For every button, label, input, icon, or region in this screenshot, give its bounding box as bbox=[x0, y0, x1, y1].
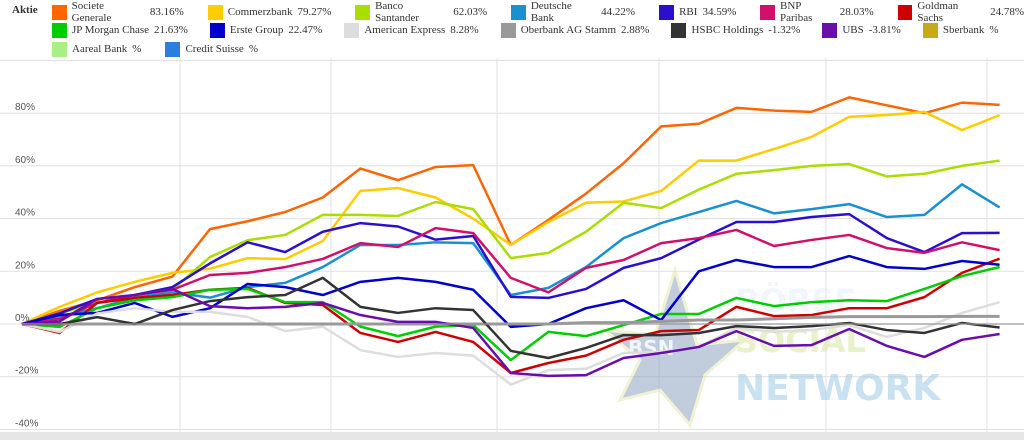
series-erste-group bbox=[21, 254, 1000, 329]
legend-label: Oberbank AG Stamm bbox=[520, 24, 617, 36]
legend-row: JP Morgan Chase 21.63% Erste Group 22.47% Am… bbox=[52, 22, 999, 38]
y-tick-label: 40% bbox=[15, 208, 35, 219]
legend-label: RBI bbox=[679, 6, 698, 18]
legend-swatch bbox=[52, 41, 67, 57]
legend-value: 8.28% bbox=[450, 24, 479, 36]
legend-swatch bbox=[659, 4, 675, 20]
legend-value: 44.22% bbox=[601, 6, 636, 18]
series-bnp-paribas bbox=[21, 226, 1000, 326]
legend-item[interactable]: BNP Paribas 28.03% bbox=[760, 0, 874, 24]
legend-value: 21.63% bbox=[154, 24, 188, 36]
legend-swatch bbox=[209, 22, 225, 38]
legend-label: HSBC Holdings bbox=[691, 24, 764, 36]
legend-swatch bbox=[822, 22, 838, 38]
legend-item[interactable]: Deutsche Bank 44.22% bbox=[511, 0, 636, 24]
y-tick-label: 20% bbox=[15, 260, 35, 271]
legend-value: 34.59% bbox=[702, 6, 737, 18]
legend-item[interactable]: Societe Generale 83.16% bbox=[52, 0, 184, 24]
legend-label: BNP Paribas bbox=[780, 0, 813, 24]
legend-label: American Express bbox=[364, 24, 446, 36]
legend-swatch bbox=[52, 4, 67, 20]
legend-swatch bbox=[671, 22, 687, 38]
legend-value: 79.27% bbox=[297, 6, 332, 18]
legend-value: 24.78% bbox=[990, 6, 1024, 18]
legend-item[interactable]: Oberbank AG Stamm 2.88% bbox=[500, 22, 650, 38]
watermark-line3: NETWORK bbox=[735, 368, 941, 409]
legend-item[interactable]: RBI 34.59% bbox=[659, 4, 736, 20]
legend-item[interactable]: Aareal Bank% bbox=[52, 41, 141, 57]
legend-item[interactable]: Banco Santander 62.03% bbox=[355, 0, 488, 24]
legend-row: Aareal Bank% Credit Suisse% bbox=[52, 41, 258, 57]
legend-swatch bbox=[760, 4, 775, 20]
legend-value: % bbox=[248, 43, 258, 55]
scrollbar[interactable] bbox=[0, 432, 1024, 440]
series-lines bbox=[21, 96, 1024, 386]
legend-item[interactable]: Goldman Sachs 24.78% bbox=[897, 0, 1024, 24]
legend-item[interactable]: UBS -3.81% bbox=[822, 22, 901, 38]
legend-value: 83.16% bbox=[149, 6, 184, 18]
legend-label: Deutsche Bank bbox=[530, 0, 572, 24]
legend-label: Credit Suisse bbox=[185, 43, 244, 55]
legend-label: Goldman Sachs bbox=[917, 0, 959, 24]
legend-item[interactable]: JP Morgan Chase 21.63% bbox=[52, 22, 188, 38]
legend-value: -3.81% bbox=[868, 24, 901, 36]
y-tick-label: -40% bbox=[15, 418, 38, 429]
star-icon bbox=[600, 264, 750, 429]
legend-label: JP Morgan Chase bbox=[72, 24, 149, 36]
series-ubs bbox=[21, 287, 1000, 378]
legend-row: Societe Generale 83.16% Commerzbank 79.27% B… bbox=[52, 0, 1024, 24]
y-tick-label: 80% bbox=[15, 102, 35, 113]
legend-swatch bbox=[355, 4, 371, 20]
legend-swatch bbox=[922, 22, 938, 38]
legend-title: Aktie bbox=[12, 4, 38, 16]
legend-swatch bbox=[344, 22, 360, 38]
legend-value: % bbox=[132, 43, 142, 55]
legend-swatch bbox=[511, 4, 526, 20]
legend-value: % bbox=[989, 24, 999, 36]
series-commerzbank bbox=[21, 110, 1001, 326]
legend-value: -1.32% bbox=[768, 24, 801, 36]
legend-item[interactable]: American Express 8.28% bbox=[344, 22, 479, 38]
legend-value: 2.88% bbox=[621, 24, 650, 36]
legend-label: Aareal Bank bbox=[72, 43, 128, 55]
legend-label: UBS bbox=[842, 24, 864, 36]
y-tick-label: 0% bbox=[15, 313, 30, 324]
legend-item[interactable]: Credit Suisse% bbox=[165, 41, 258, 57]
y-tick-label: 60% bbox=[15, 155, 35, 166]
legend-value: 22.47% bbox=[288, 24, 323, 36]
legend-label: Erste Group bbox=[229, 24, 284, 36]
y-tick-label: -20% bbox=[15, 366, 38, 377]
legend-label: Societe Generale bbox=[71, 0, 112, 24]
legend-item[interactable]: Commerzbank 79.27% bbox=[207, 4, 332, 20]
y-axis: 80% 60% 40% 20% 0% -20% -40% bbox=[15, 102, 38, 429]
legend-label: Commerzbank bbox=[227, 6, 293, 18]
legend-swatch bbox=[165, 41, 181, 57]
legend-swatch bbox=[500, 22, 516, 38]
legend-swatch bbox=[52, 22, 67, 38]
legend-item[interactable]: Erste Group 22.47% bbox=[209, 22, 323, 38]
legend-swatch bbox=[897, 4, 913, 20]
legend-label: Sberbank bbox=[942, 24, 985, 36]
legend-label: Banco Santander bbox=[375, 0, 420, 24]
legend-swatch bbox=[207, 4, 223, 20]
legend-value: 28.03% bbox=[839, 6, 874, 18]
legend-item[interactable]: Sberbank% bbox=[922, 22, 999, 38]
legend-item[interactable]: HSBC Holdings -1.32% bbox=[671, 22, 800, 38]
legend-value: 62.03% bbox=[453, 6, 488, 18]
